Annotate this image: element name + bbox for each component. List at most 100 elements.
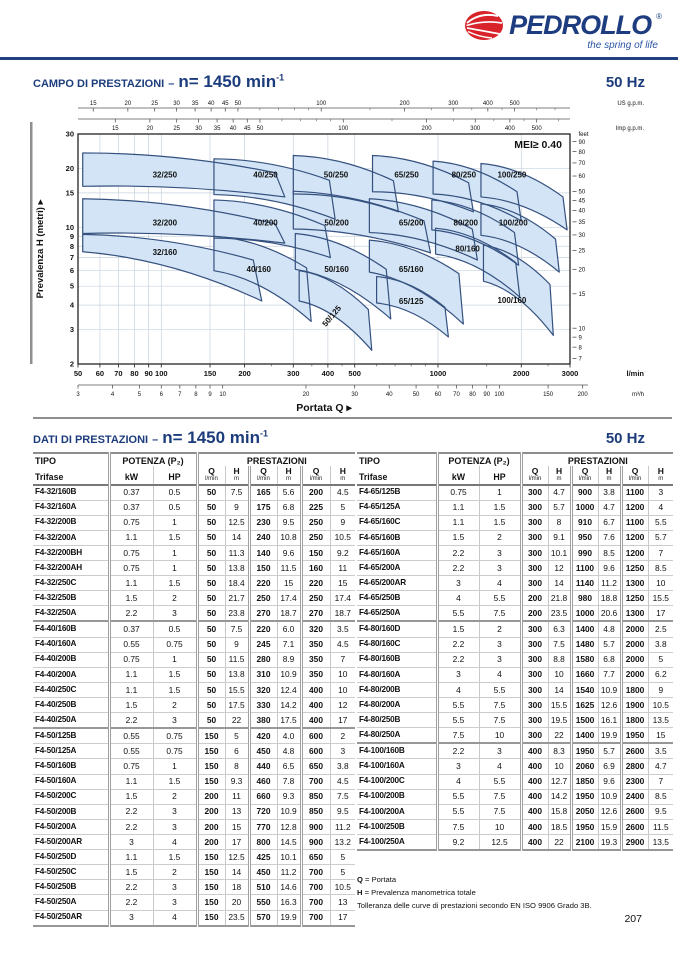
- cell-value: 5: [329, 849, 356, 866]
- cell-value: 300: [519, 727, 549, 745]
- cell-value: 50: [195, 530, 226, 546]
- cell-value: 13.2: [329, 834, 356, 851]
- cell-value: 8.5: [647, 560, 674, 577]
- cell-value: 150: [195, 728, 226, 745]
- svg-text:100: 100: [494, 392, 505, 398]
- cell-value: 50: [195, 637, 226, 653]
- cell-value: 2000: [619, 667, 649, 683]
- cell-value: 1.1: [107, 530, 153, 546]
- brand-name: PEDROLLO: [509, 10, 652, 40]
- cell-value: 2: [152, 590, 198, 607]
- svg-text:6: 6: [70, 266, 74, 275]
- cell-value: 8.5: [597, 545, 622, 562]
- cell-value: 14: [547, 575, 572, 592]
- cell-value: 1400: [569, 621, 599, 638]
- cell-value: 10.9: [597, 789, 622, 805]
- cell-value: 7.1: [276, 637, 302, 653]
- performance-table-left: TIPO POTENZA (P₂) PRESTAZIONI Trifase kW…: [33, 452, 356, 927]
- pump-region-label: 65/160: [399, 265, 424, 274]
- svg-text:200: 200: [578, 392, 589, 398]
- cell-value: 8.5: [647, 789, 674, 805]
- table-row: F4-40/160A 0.55 0.75 50 9 245 7.1 350 4.5: [33, 637, 356, 653]
- svg-text:25: 25: [579, 249, 586, 255]
- y-axis-side-rule: [30, 122, 33, 364]
- cell-value: 1100: [569, 560, 599, 577]
- table-row: F4-65/125A 1.1 1.5 300 5.7 1000 4.7 1200 4: [357, 500, 674, 516]
- cell-value: 900: [299, 834, 331, 851]
- pump-region-outline: [482, 244, 554, 337]
- cell-value: 50: [195, 500, 226, 516]
- svg-text:60: 60: [435, 392, 442, 398]
- cell-value: 17: [329, 910, 356, 927]
- pump-model: F4-32/200BH: [33, 545, 109, 562]
- cell-value: 5: [329, 864, 356, 881]
- pump-region-outline: [213, 199, 331, 259]
- table-row: F4-32/200BH 0.75 1 50 11.3 140 9.6 150 9.2: [33, 545, 356, 562]
- svg-text:7: 7: [70, 253, 74, 262]
- cell-value: 1950: [569, 789, 599, 805]
- pump-region-label: 50/160: [324, 265, 349, 274]
- table-row: F4-65/200A 2.2 3 300 12 1100 9.6 1250 8.5: [357, 560, 674, 577]
- cell-value: 550: [247, 894, 278, 911]
- cell-value: 7.5: [478, 712, 522, 729]
- cell-value: 1: [152, 560, 198, 577]
- cell-value: 270: [247, 605, 278, 623]
- cell-value: 7.6: [597, 530, 622, 546]
- svg-text:70: 70: [453, 392, 460, 398]
- cell-value: 3: [647, 484, 674, 501]
- col-potenza: POTENZA (P₂): [435, 453, 522, 466]
- cell-value: 1200: [619, 530, 649, 546]
- cell-value: 990: [569, 545, 599, 562]
- pump-model: F4-50/250AR: [33, 910, 109, 927]
- svg-text:500: 500: [510, 101, 521, 107]
- pump-region-label: 32/250: [153, 170, 178, 179]
- pump-model: F4-100/200A: [357, 804, 437, 820]
- cell-value: 17.4: [276, 590, 302, 607]
- cell-value: 250: [247, 590, 278, 607]
- cell-value: 3: [478, 743, 522, 760]
- cell-value: 50: [195, 667, 226, 683]
- cell-value: 22: [547, 834, 572, 852]
- svg-text:20: 20: [66, 164, 74, 173]
- cell-value: 400: [519, 774, 549, 790]
- cell-value: 1540: [569, 682, 599, 699]
- cell-value: 200: [299, 484, 331, 501]
- cell-value: 4: [152, 834, 198, 851]
- cell-value: 3: [478, 560, 522, 577]
- cell-value: 1580: [569, 652, 599, 668]
- cell-value: 300: [519, 484, 549, 501]
- cell-value: 300: [519, 621, 549, 638]
- cell-value: 1000: [569, 605, 599, 623]
- cell-value: 0.5: [152, 500, 198, 516]
- cell-value: 4.5: [329, 774, 356, 790]
- cell-value: 7.7: [597, 667, 622, 683]
- svg-text:100: 100: [316, 101, 327, 107]
- cell-value: 18.8: [597, 590, 622, 607]
- axis-unit: Imp g.p.m.: [616, 126, 645, 132]
- cell-value: 50: [195, 575, 226, 592]
- table-row: F4-65/160C 1.1 1.5 300 8 910 6.7 1100 5.5: [357, 515, 674, 531]
- cell-value: 1: [478, 484, 522, 501]
- col-kw: kW: [435, 466, 479, 485]
- cell-value: 320: [247, 682, 278, 699]
- cell-value: 17: [224, 834, 250, 851]
- pump-model: F4-50/250B: [33, 879, 109, 896]
- cell-value: 18: [224, 879, 250, 896]
- cell-value: 300: [519, 637, 549, 653]
- cell-value: 1950: [569, 819, 599, 836]
- cell-value: 1.1: [435, 500, 479, 516]
- pump-region-label: 50/200: [324, 219, 349, 228]
- frequency-label: 50 Hz: [605, 74, 645, 91]
- pump-model: F4-50/250C: [33, 864, 109, 881]
- cell-value: 1140: [569, 575, 599, 592]
- table-row: F4-32/200B 0.75 1 50 12.5 230 9.5 250 9: [33, 515, 356, 531]
- cell-value: 300: [519, 530, 549, 546]
- cell-value: 440: [247, 758, 278, 775]
- table-row: F4-50/250A 2.2 3 150 20 550 16.3 700 13: [33, 894, 356, 911]
- svg-text:20: 20: [124, 101, 131, 107]
- svg-text:80: 80: [469, 392, 476, 398]
